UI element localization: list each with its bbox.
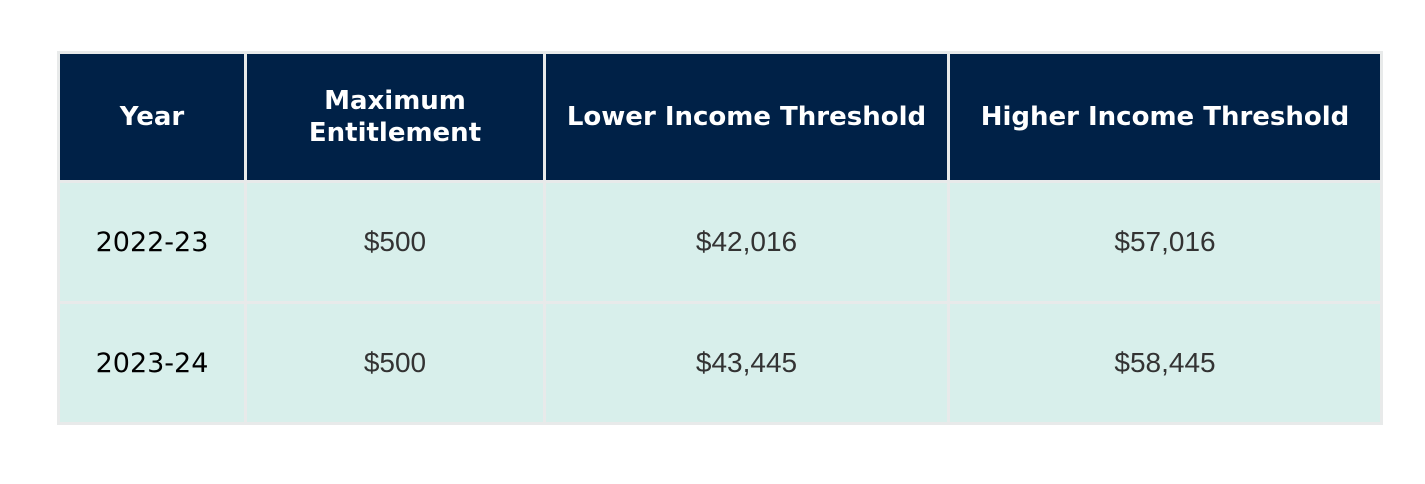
table-row: 2023-24 $500 $43,445 $58,445 [57, 301, 1383, 425]
cell-higher-income-threshold: $58,445 [947, 301, 1383, 425]
cell-year: 2023-24 [57, 301, 247, 425]
table-body: 2022-23 $500 $42,016 $57,016 2023-24 $50… [57, 180, 1383, 425]
table-header: Year Maximum Entitlement Lower Income Th… [57, 51, 1383, 183]
header-row: Year Maximum Entitlement Lower Income Th… [57, 51, 1383, 183]
table-row: 2022-23 $500 $42,016 $57,016 [57, 180, 1383, 304]
cell-year: 2022-23 [57, 180, 247, 304]
header-maximum-entitlement: Maximum Entitlement [244, 51, 546, 183]
cell-maximum-entitlement: $500 [244, 180, 546, 304]
header-lower-income-threshold: Lower Income Threshold [543, 51, 950, 183]
cell-lower-income-threshold: $42,016 [543, 180, 950, 304]
income-threshold-table-container: Year Maximum Entitlement Lower Income Th… [57, 51, 1383, 425]
header-year: Year [57, 51, 247, 183]
cell-higher-income-threshold: $57,016 [947, 180, 1383, 304]
income-threshold-table: Year Maximum Entitlement Lower Income Th… [57, 51, 1383, 425]
cell-lower-income-threshold: $43,445 [543, 301, 950, 425]
header-higher-income-threshold: Higher Income Threshold [947, 51, 1383, 183]
cell-maximum-entitlement: $500 [244, 301, 546, 425]
